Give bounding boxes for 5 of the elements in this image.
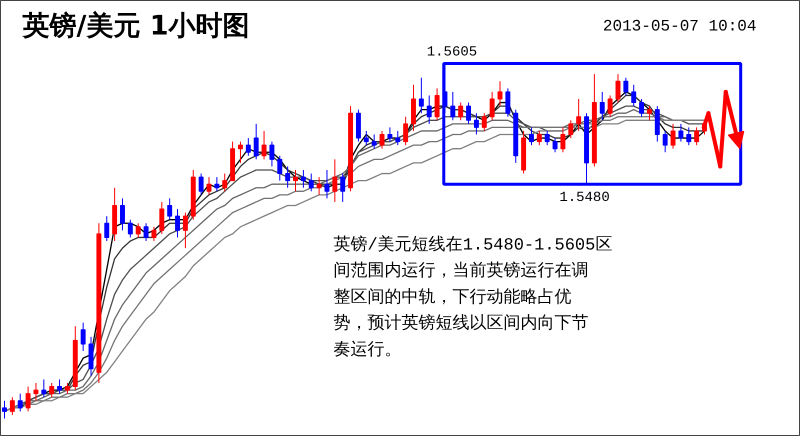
annotation: 英镑/美元短线在1.5480-1.5605区间范围内运行，当前英镑运行在调整区间的中轨，下行动能略占优势，预计英镑短线以区间内向下节奏运行。 [334,234,612,360]
chart-title: 英镑/美元 1小时图 [22,10,250,42]
annotation: 1.5480 [559,190,610,206]
chart-subtitle: 2013-05-07 10:04 [602,18,756,36]
text: 1.5605 [426,44,478,60]
